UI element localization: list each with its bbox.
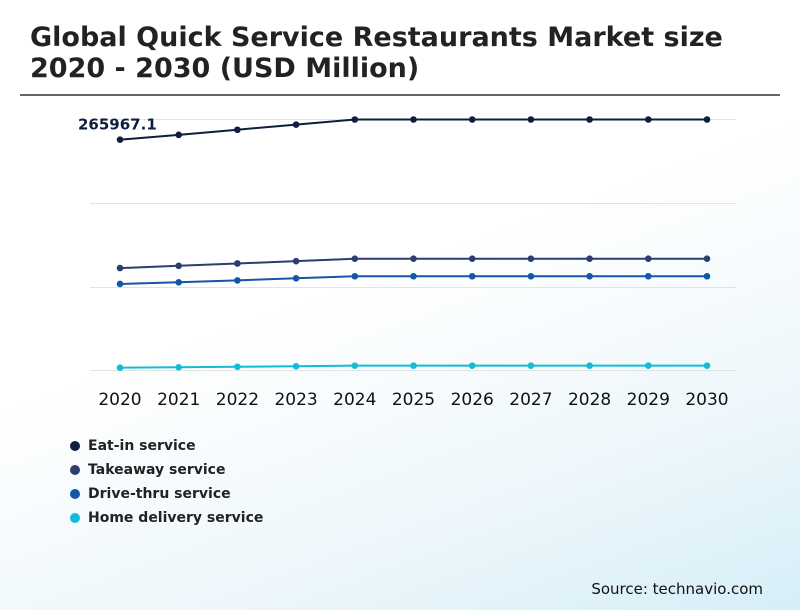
data-point <box>645 255 652 263</box>
data-label: 265967.1 <box>78 116 157 134</box>
data-point <box>468 255 476 263</box>
data-point <box>175 363 182 371</box>
data-point <box>468 272 476 280</box>
data-point <box>351 272 359 280</box>
data-point <box>410 255 417 263</box>
data-point <box>527 116 535 123</box>
x-tick-label: 2026 <box>451 390 494 410</box>
data-point <box>116 264 124 272</box>
data-point <box>175 131 182 139</box>
data-point <box>468 116 476 123</box>
legend-label: Home delivery service <box>88 510 264 526</box>
legend-label: Eat-in service <box>88 438 196 454</box>
legend-marker <box>70 465 80 475</box>
source-label: Source: technavio.com <box>591 580 763 598</box>
chart-title: Global Quick Service Restaurants Market … <box>30 22 723 84</box>
data-point <box>703 362 711 369</box>
x-tick-label: 2021 <box>157 390 200 410</box>
data-point <box>645 116 652 123</box>
legend-item: Home delivery service <box>70 506 263 530</box>
data-point <box>645 362 652 369</box>
x-tick-label: 2027 <box>509 390 552 410</box>
data-point <box>703 272 711 280</box>
x-tick-label: 2024 <box>333 390 376 410</box>
data-point <box>468 362 476 369</box>
data-point <box>292 362 300 370</box>
data-point <box>292 257 300 265</box>
data-point <box>586 272 593 280</box>
data-point <box>527 255 535 263</box>
data-point <box>410 116 417 123</box>
data-point <box>586 362 593 369</box>
data-point <box>292 275 300 282</box>
data-point <box>351 255 359 263</box>
data-point <box>116 364 124 372</box>
legend-label: Takeaway service <box>88 462 226 478</box>
chart-legend: Eat-in service Takeaway service Drive-thru… <box>70 434 263 530</box>
x-tick-label: 2029 <box>627 390 670 410</box>
x-tick-label: 2028 <box>568 390 611 410</box>
data-point <box>116 280 124 288</box>
x-tick-label: 2020 <box>98 390 141 410</box>
x-tick-label: 2023 <box>274 390 317 410</box>
legend-item: Eat-in service <box>70 434 263 458</box>
legend-marker <box>70 489 80 499</box>
data-point <box>586 116 593 123</box>
line-chart: 2020 2021 2022 2023 2024 2025 2026 2027 2028 2029… <box>78 116 736 410</box>
data-point <box>703 116 711 123</box>
data-point <box>351 116 359 123</box>
legend-item: Takeaway service <box>70 458 263 482</box>
data-point <box>410 362 417 369</box>
legend-item: Drive-thru service <box>70 482 263 506</box>
data-point <box>703 255 711 263</box>
data-point <box>527 272 535 280</box>
x-tick-label: 2022 <box>216 390 259 410</box>
data-point <box>292 121 300 128</box>
data-point <box>586 255 593 263</box>
data-point <box>175 262 182 270</box>
data-point <box>116 136 124 143</box>
legend-label: Drive-thru service <box>88 486 231 502</box>
data-point <box>234 126 241 134</box>
data-point <box>175 279 182 286</box>
data-point <box>234 260 241 267</box>
legend-marker <box>70 441 80 451</box>
x-tick-label: 2030 <box>685 390 728 410</box>
data-point <box>645 272 652 280</box>
data-point <box>410 272 417 280</box>
data-point <box>234 363 241 371</box>
data-point <box>351 362 359 369</box>
data-point <box>527 362 535 369</box>
data-point <box>234 277 241 284</box>
title-divider <box>20 94 780 96</box>
x-tick-label: 2025 <box>392 390 435 410</box>
legend-marker <box>70 513 80 523</box>
